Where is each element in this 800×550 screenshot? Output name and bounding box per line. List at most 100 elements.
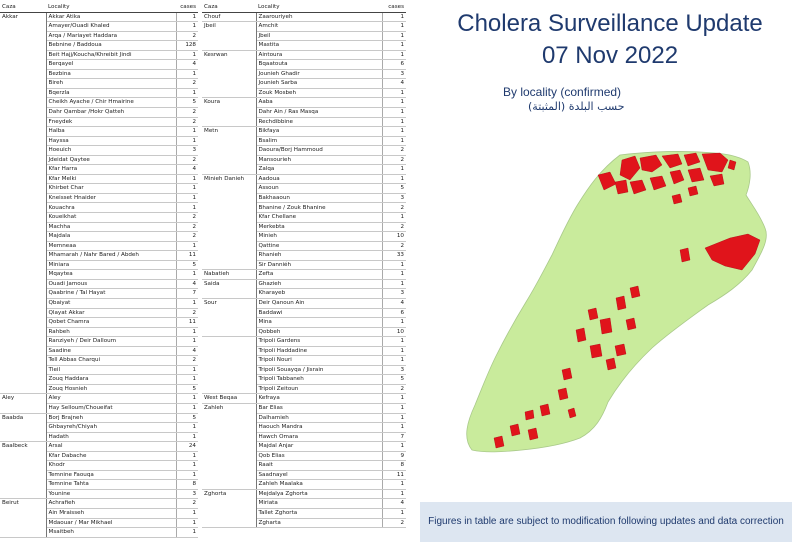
- table-row: Kfar Chellane 1: [202, 212, 406, 223]
- caza-cell: Metn: [202, 126, 257, 175]
- cases-cell: 1: [176, 527, 198, 538]
- table-row: Majdala 2: [0, 231, 198, 242]
- cases-table-right: Caza Locality cases Chouf Zaarouriyeh 1 Jbe…: [202, 3, 406, 529]
- locality-cell: Qlayat Akkar: [46, 308, 177, 319]
- table-row: Halba 1: [0, 126, 198, 137]
- locality-cell: Hadath: [46, 432, 177, 443]
- cases-cell: 1: [382, 173, 406, 185]
- cases-cell: 1: [382, 126, 406, 137]
- cases-cell: 2: [382, 222, 406, 233]
- cases-cell: 11: [176, 250, 198, 261]
- caza-cell: Baabda: [0, 412, 47, 443]
- table-row: Jounieh Ghadir 3: [202, 69, 406, 80]
- case-spot: [605, 357, 617, 371]
- cases-cell: 1: [176, 88, 198, 99]
- table-row: Tripoli Haddadine 1: [202, 346, 406, 357]
- table-row: Khodr 1: [0, 460, 198, 471]
- locality-cell: Aadoua: [256, 173, 383, 185]
- cases-cell: 7: [382, 432, 406, 443]
- table-row: Beirut Achrafieh 2: [0, 498, 198, 538]
- case-spot: [687, 167, 705, 183]
- cases-cell: 4: [176, 164, 198, 175]
- table-row: Kfar Dabache 1: [0, 451, 198, 462]
- locality-cell: Temnine Faouqa: [46, 470, 177, 481]
- locality-cell: Majdala: [46, 231, 177, 242]
- locality-cell: Achrafieh: [46, 498, 177, 509]
- locality-cell: Haouch Mandra: [256, 422, 383, 433]
- case-spot: [619, 155, 641, 181]
- cases-cell: 1: [382, 508, 406, 519]
- case-spot: [661, 153, 683, 169]
- table-row: Haouch Mandra 1: [202, 422, 406, 433]
- table-row: Minieh 10: [202, 231, 406, 242]
- table-row: Beit Hajj/Koucha/Khreibit Jindi 1: [0, 50, 198, 61]
- locality-cell: Tripoli Haddadine: [256, 346, 383, 357]
- table-row: Zahleh Bar Elias 1: [202, 402, 406, 490]
- locality-cell: Minieh: [256, 231, 383, 242]
- locality-cell: Zaarouriyeh: [256, 12, 383, 23]
- locality-cell: Amayer/Ouadi Khaled: [46, 21, 177, 32]
- table-row: Baddawi 6: [202, 308, 406, 319]
- case-spot: [683, 152, 701, 167]
- table-row: Miniara 5: [0, 260, 198, 271]
- locality-cell: Bhanine / Zouk Bhanine: [256, 202, 383, 214]
- cases-cell: 3: [382, 193, 406, 204]
- locality-cell: Memneaa: [46, 241, 177, 252]
- table-row: Kouachra 1: [0, 202, 198, 214]
- cases-cell: 2: [382, 155, 406, 166]
- locality-cell: Kfar Chellane: [256, 212, 383, 223]
- locality-cell: Zgharta: [256, 518, 383, 529]
- table-row: Tripoli Tabbaneh 5: [202, 374, 406, 385]
- cases-cell: 8: [176, 479, 198, 490]
- cases-cell: 1: [176, 183, 198, 194]
- cases-cell: 1: [382, 107, 406, 118]
- locality-cell: Mina: [256, 317, 383, 328]
- cases-cell: 2: [176, 31, 198, 42]
- locality-cell: Tripoli Zeitoun: [256, 384, 383, 395]
- cases-cell: 1: [382, 393, 406, 404]
- locality-cell: Cheikh Ayache / Chir Hmairine: [46, 97, 177, 108]
- caza-cell: Aley: [0, 393, 47, 414]
- locality-cell: Ghbayreh/Chiyah: [46, 422, 177, 433]
- locality-cell: Zouq Hosnieh: [46, 384, 177, 395]
- case-spot: [687, 185, 699, 197]
- table-row: Jounieh Sarba 4: [202, 78, 406, 89]
- cases-cell: 1: [176, 470, 198, 481]
- cases-cell: 1: [382, 49, 406, 61]
- table-row: Kfar Melki 1: [0, 174, 198, 185]
- table-row: Bezbina 1: [0, 69, 198, 80]
- caza-cell: Saida: [202, 278, 257, 299]
- cases-cell: 128: [176, 40, 198, 51]
- table-row: Rahbeh 1: [0, 327, 198, 338]
- locality-cell: Qaabrine / Tal Hayat: [46, 288, 177, 299]
- table-row: Qlayat Akkar 2: [0, 308, 198, 319]
- locality-cell: Tripoli Souayqa / Jisrain: [256, 365, 383, 376]
- cases-cell: 5: [382, 374, 406, 385]
- cases-cell: 1: [382, 317, 406, 328]
- cases-cell: 1: [176, 374, 198, 385]
- table-row: Minieh Danieh Aadoua 1: [202, 173, 406, 271]
- locality-cell: Younine: [46, 489, 177, 500]
- table-row: Saadnayel 11: [202, 470, 406, 481]
- locality-cell: Tell Abbas Charqui: [46, 355, 177, 366]
- cases-cell: 3: [176, 489, 198, 500]
- cases-cell: 1: [176, 422, 198, 433]
- cases-cell: 3: [176, 145, 198, 156]
- locality-cell: Mansourieh: [256, 155, 383, 166]
- case-spot: [527, 427, 539, 441]
- table-row: Mhamarah / Nahr Bared / Abdeh 11: [0, 250, 198, 261]
- col-header-caza: Caza: [202, 3, 256, 13]
- table-row: Ouadi Jamous 4: [0, 279, 198, 290]
- subtitle-arabic: حسب البلدة (المثبتة): [528, 100, 625, 113]
- locality-cell: Hawch Omara: [256, 432, 383, 443]
- locality-cell: Berqayel: [46, 59, 177, 70]
- locality-cell: Rhanieh: [256, 250, 383, 261]
- cases-cell: 2: [382, 145, 406, 156]
- table-row: Rhanieh 33: [202, 250, 406, 261]
- cases-table-left: Caza Locality cases Akkar Akkar Atika 1 Ama…: [0, 3, 198, 538]
- locality-cell: Daoura/Borj Hammoud: [256, 145, 383, 156]
- table-row: Zouq Haddara 1: [0, 374, 198, 385]
- case-spot: [587, 307, 599, 321]
- case-spot: [509, 423, 521, 437]
- table-row: Saadine 4: [0, 346, 198, 357]
